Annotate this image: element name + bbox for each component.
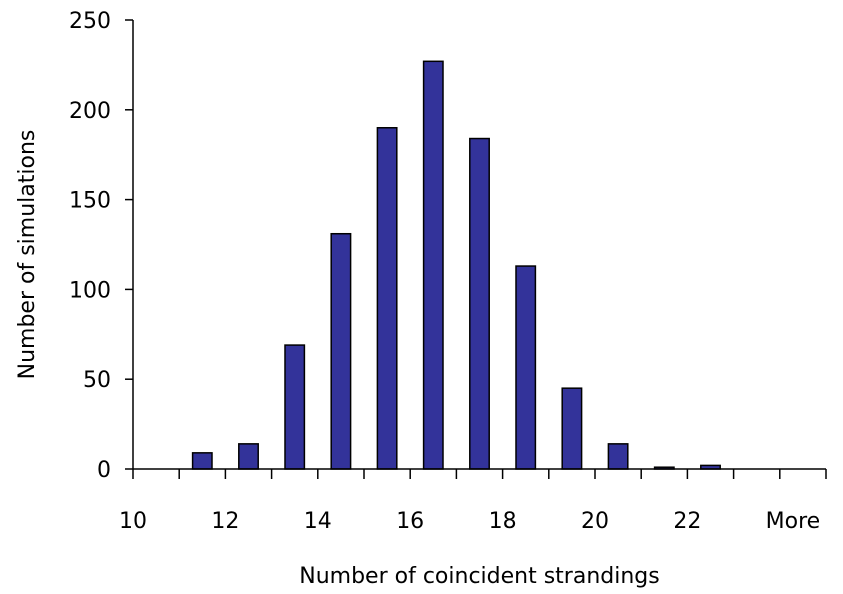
x-axis-labels: 10 12 14 16 18 20 22 More bbox=[119, 509, 820, 534]
x-tick-label: 10 bbox=[119, 509, 147, 534]
x-tick-label: 14 bbox=[304, 509, 332, 534]
x-tick-label: 12 bbox=[211, 509, 239, 534]
bar-12 bbox=[238, 443, 259, 470]
y-tick-label: 250 bbox=[69, 9, 111, 34]
x-tick-label: 18 bbox=[489, 509, 517, 534]
y-axis-ticks bbox=[125, 19, 133, 470]
y-tick-label: 100 bbox=[69, 278, 111, 303]
bar-17 bbox=[469, 137, 490, 470]
y-tick-label: 0 bbox=[97, 458, 111, 483]
y-axis-labels: 0 50 100 150 200 250 bbox=[69, 9, 111, 483]
y-axis-title: Number of simulations bbox=[15, 130, 40, 380]
x-tick-label: 22 bbox=[673, 509, 701, 534]
bar-13 bbox=[284, 344, 306, 470]
bar-16 bbox=[422, 60, 444, 470]
x-tick-label: 16 bbox=[396, 509, 424, 534]
x-axis-ticks bbox=[132, 469, 827, 479]
y-tick-label: 50 bbox=[83, 368, 111, 393]
bar-19 bbox=[561, 387, 583, 470]
y-tick-label: 200 bbox=[69, 99, 111, 124]
bar-18 bbox=[515, 265, 537, 470]
bar-15 bbox=[376, 127, 398, 470]
y-tick-label: 150 bbox=[69, 189, 111, 214]
bar-11 bbox=[191, 452, 213, 470]
bars-group bbox=[191, 60, 721, 470]
bar-14 bbox=[330, 232, 352, 470]
x-axis-title: Number of coincident strandings bbox=[299, 564, 659, 589]
x-tick-label: 20 bbox=[581, 509, 609, 534]
x-tick-label: More bbox=[766, 509, 821, 534]
bar-20 bbox=[607, 443, 629, 470]
